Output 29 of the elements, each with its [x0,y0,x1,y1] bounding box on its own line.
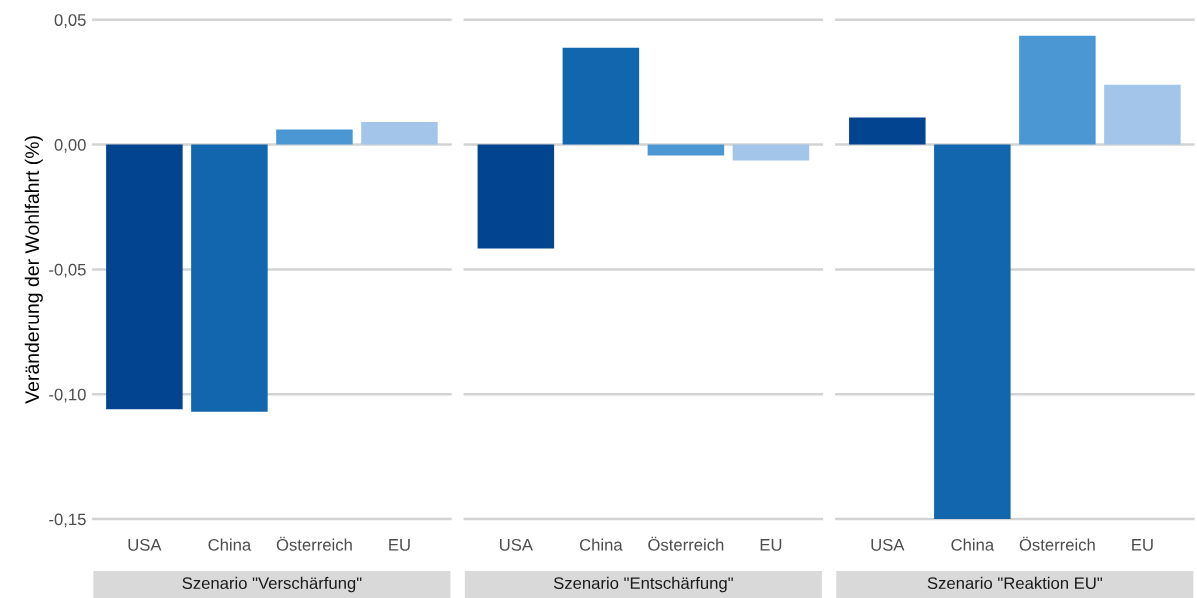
bar [361,122,438,145]
bar [1019,35,1096,145]
x-tick-label: USA [500,538,533,551]
x-tick-label: Österreich [648,536,724,551]
x-tick-label: China [951,538,995,551]
bar [276,129,353,145]
bar [191,144,268,412]
y-tick-label: -0,15 [49,513,86,528]
bar [1104,84,1181,145]
x-tick-label: EU [760,539,782,551]
x-tick-label: EU [389,539,410,551]
y-tick-label: -0,05 [49,263,86,278]
text: Szenario "Reaktion EU" [927,576,1103,590]
bar [849,117,926,145]
bar [934,144,1011,520]
x-tick-label: China [208,538,252,551]
text: Szenario "Verschärfung" [182,576,362,593]
y-tick-label: 0,00 [54,138,86,153]
text: Szenario "Entschärfung" [553,576,733,593]
y-tick-label: -0,10 [49,388,86,403]
y-axis-title: Veränderung der Wohlfahrt (%) [24,136,43,404]
x-tick-label: China [579,538,623,551]
x-tick-label: USA [871,538,905,551]
x-tick-label: Österreich [1019,536,1095,551]
y-tick-label: 0,05 [54,14,86,28]
bar [106,144,183,410]
x-tick-label: Österreich [276,536,352,551]
x-tick-label: EU [1132,539,1153,551]
x-tick-label: USA [128,538,162,551]
